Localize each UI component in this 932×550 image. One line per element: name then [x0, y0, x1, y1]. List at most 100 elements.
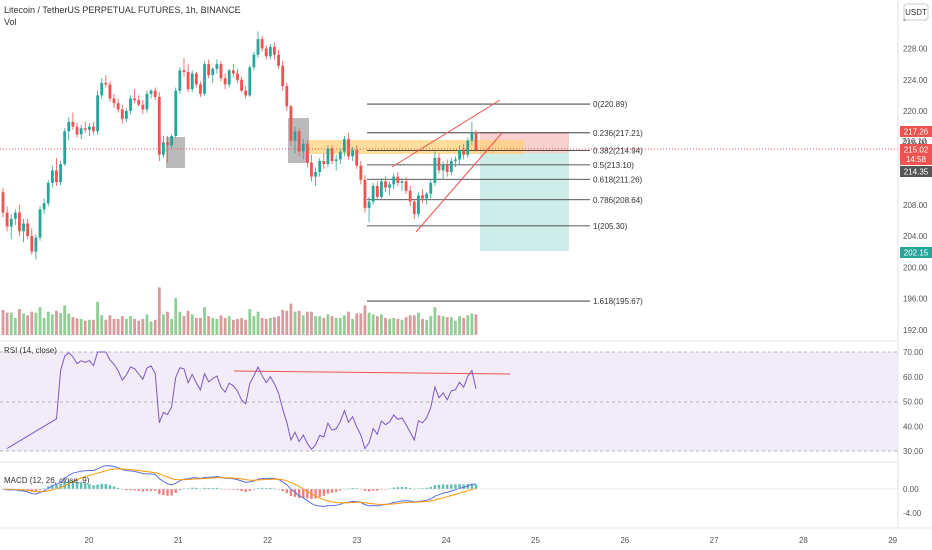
candle-body[interactable] — [129, 98, 132, 112]
rsi-resistance-line[interactable] — [233, 370, 511, 375]
candle-body[interactable] — [425, 193, 429, 199]
rsi-axis[interactable]: 70.00 60.00 50.00 40.00 30.00 — [903, 348, 924, 456]
candle-body[interactable] — [26, 223, 30, 237]
candle-body[interactable] — [256, 39, 260, 55]
candle-body[interactable] — [244, 90, 248, 96]
candle-body[interactable] — [289, 106, 293, 141]
candle-body[interactable] — [186, 71, 190, 90]
candle-body[interactable] — [18, 212, 21, 232]
candle-body[interactable] — [441, 164, 445, 171]
volume-bars[interactable] — [1, 287, 478, 335]
candle-body[interactable] — [429, 182, 433, 194]
candle-body[interactable] — [248, 67, 252, 96]
candle-body[interactable] — [334, 159, 338, 161]
candle-body[interactable] — [112, 98, 116, 104]
candle-body[interactable] — [301, 143, 305, 152]
candlestick-series[interactable] — [1, 31, 478, 260]
candle-body[interactable] — [203, 64, 206, 94]
candle-body[interactable] — [211, 68, 215, 76]
candle-body[interactable] — [445, 164, 449, 172]
currency-badge[interactable] — [903, 3, 929, 21]
candle-body[interactable] — [116, 103, 120, 110]
candle-body[interactable] — [322, 161, 326, 165]
candle-body[interactable] — [240, 79, 243, 91]
candle-body[interactable] — [96, 95, 99, 132]
candle-body[interactable] — [137, 100, 141, 105]
candle-body[interactable] — [297, 131, 301, 152]
candle-body[interactable] — [293, 131, 297, 141]
channel-upper-line[interactable] — [391, 99, 501, 168]
candle-body[interactable] — [227, 70, 231, 85]
channel-lower-line[interactable] — [415, 132, 503, 233]
candle-body[interactable] — [9, 218, 13, 227]
candle-body[interactable] — [310, 162, 313, 177]
candle-body[interactable] — [63, 131, 67, 165]
candle-body[interactable] — [141, 104, 145, 110]
candle-body[interactable] — [104, 82, 108, 85]
candle-body[interactable] — [92, 126, 95, 132]
candle-body[interactable] — [260, 39, 264, 49]
candle-body[interactable] — [42, 203, 46, 210]
candle-body[interactable] — [454, 159, 457, 161]
candle-body[interactable] — [466, 140, 470, 155]
macd-line[interactable] — [2, 465, 477, 508]
candle-body[interactable] — [50, 170, 54, 183]
candle-body[interactable] — [252, 54, 256, 68]
macd-signal-line[interactable] — [2, 468, 477, 505]
candle-body[interactable] — [388, 184, 392, 188]
candle-body[interactable] — [157, 96, 161, 155]
candle-body[interactable] — [1, 192, 5, 213]
candle-body[interactable] — [326, 148, 330, 165]
candle-body[interactable] — [46, 182, 50, 204]
candle-body[interactable] — [174, 90, 178, 136]
candle-body[interactable] — [408, 190, 412, 202]
candle-body[interactable] — [458, 150, 461, 160]
candle-body[interactable] — [34, 237, 38, 252]
candle-body[interactable] — [215, 64, 219, 69]
candle-body[interactable] — [355, 150, 359, 166]
candle-body[interactable] — [13, 212, 17, 219]
candle-body[interactable] — [449, 161, 453, 172]
macd-histogram[interactable] — [1, 480, 478, 499]
candle-body[interactable] — [231, 70, 235, 74]
candle-body[interactable] — [30, 236, 34, 252]
candle-body[interactable] — [392, 176, 396, 185]
candle-body[interactable] — [108, 84, 112, 99]
candle-body[interactable] — [342, 139, 346, 152]
candle-body[interactable] — [375, 186, 379, 197]
take-profit-zone[interactable] — [480, 153, 569, 251]
candle-body[interactable] — [38, 209, 42, 238]
candle-body[interactable] — [22, 223, 25, 232]
candle-body[interactable] — [330, 148, 334, 162]
candle-body[interactable] — [371, 186, 375, 202]
candle-body[interactable] — [417, 195, 420, 215]
macd-axis[interactable]: 0.00 -4.00 — [903, 485, 922, 518]
rsi-line[interactable] — [6, 351, 477, 451]
candle-body[interactable] — [305, 143, 309, 163]
candle-body[interactable] — [133, 98, 137, 101]
candle-body[interactable] — [162, 142, 165, 155]
candle-body[interactable] — [59, 164, 62, 183]
candle-body[interactable] — [153, 90, 157, 97]
fibonacci-levels[interactable]: 0(220.89) 0.236(217.21) 0.382(214.94) 0.5(2… — [367, 100, 643, 306]
candle-body[interactable] — [87, 126, 91, 130]
highlight-box-1[interactable] — [166, 137, 185, 168]
candle-body[interactable] — [264, 48, 268, 57]
candle-body[interactable] — [367, 201, 371, 208]
candle-body[interactable] — [120, 109, 124, 119]
candle-body[interactable] — [223, 78, 227, 85]
candle-body[interactable] — [71, 121, 75, 127]
candle-body[interactable] — [462, 150, 466, 155]
candle-body[interactable] — [55, 170, 58, 183]
candle-body[interactable] — [190, 73, 194, 90]
candle-body[interactable] — [100, 82, 104, 96]
candle-body[interactable] — [273, 46, 276, 55]
candle-body[interactable] — [421, 195, 424, 199]
candle-body[interactable] — [470, 132, 474, 141]
candle-body[interactable] — [281, 65, 285, 86]
candle-body[interactable] — [384, 181, 387, 188]
candle-body[interactable] — [145, 93, 149, 110]
candle-body[interactable] — [178, 70, 182, 91]
candle-body[interactable] — [433, 157, 437, 183]
